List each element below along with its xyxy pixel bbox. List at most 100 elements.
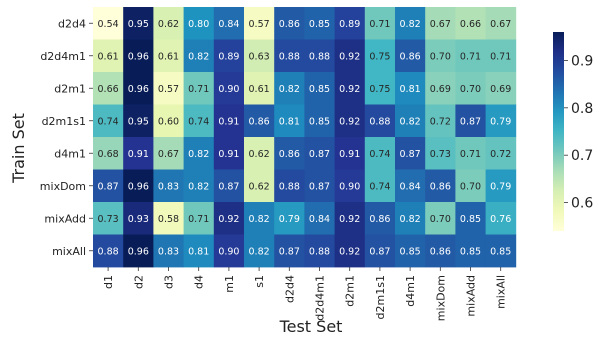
- cell-value-label: 0.87: [218, 181, 239, 192]
- heatmap-cell: [364, 202, 396, 235]
- x-tick-labels: d1 d2 d3 d4 m1 s1 d2d4 d2d4m1 d2m1 d2m1s1 d4m1 mixD…: [102, 267, 508, 321]
- heatmap-cell: [334, 234, 366, 268]
- cell-value-label: 0.67: [158, 149, 179, 160]
- cell-value-label: 0.81: [400, 84, 421, 95]
- cell-value-label: 0.81: [279, 116, 300, 127]
- cell-value-label: 0.71: [460, 51, 481, 62]
- heatmap-cell: [485, 72, 517, 105]
- heatmap-cell: [455, 72, 486, 105]
- heatmap-cell: [244, 234, 275, 268]
- heatmap-cell: [334, 104, 366, 138]
- cell-value-label: 0.92: [339, 214, 360, 225]
- heatmap-cell: [304, 39, 335, 73]
- cell-value-label: 0.70: [460, 181, 481, 192]
- heatmap-cell: [153, 202, 184, 235]
- cell-value-label: 0.88: [309, 246, 330, 257]
- colorbar-tick-label: 0.8: [571, 101, 593, 117]
- heatmap-cell: [274, 39, 305, 73]
- cell-value-label: 0.96: [128, 84, 149, 95]
- heatmap-cell: [425, 137, 456, 170]
- cell-value-label: 0.87: [369, 246, 390, 257]
- cell-value-label: 0.61: [249, 84, 270, 95]
- colorbar: [553, 32, 564, 231]
- heatmap-cell: [213, 169, 245, 203]
- heatmap-cell: [485, 202, 517, 235]
- heatmap-cell: [244, 72, 275, 105]
- heatmap-cell: [244, 39, 275, 73]
- heatmap-cell: [485, 104, 517, 138]
- cell-value-label: 0.86: [400, 51, 421, 62]
- cell-value-label: 0.86: [279, 149, 300, 160]
- heatmap-cell: [183, 72, 215, 105]
- cell-value-label: 0.87: [98, 181, 119, 192]
- cell-value-label: 0.82: [279, 84, 300, 95]
- cell-value-label: 0.86: [430, 181, 451, 192]
- cell-value-label: 0.92: [339, 84, 360, 95]
- x-tick-label: mixAll: [495, 275, 508, 309]
- cell-value-label: 0.88: [279, 51, 300, 62]
- cell-value-label: 0.87: [309, 149, 330, 160]
- heatmap-cell: [395, 169, 426, 203]
- heatmap-cell: [213, 202, 245, 235]
- cell-value-label: 0.74: [188, 116, 209, 127]
- cell-value-label: 0.70: [460, 84, 481, 95]
- y-tick-label: d4m1: [54, 147, 86, 160]
- x-tick-label: d2d4: [283, 275, 296, 303]
- cell-value-label: 0.74: [369, 149, 390, 160]
- cell-value-label: 0.71: [188, 84, 209, 95]
- cell-value-label: 0.91: [128, 149, 149, 160]
- cell-value-label: 0.96: [128, 246, 149, 257]
- heatmap-cell: [274, 202, 305, 235]
- heatmap-cell: [425, 169, 456, 203]
- cell-value-label: 0.82: [400, 19, 421, 30]
- heatmap-cell: [183, 169, 215, 203]
- cell-value-label: 0.85: [400, 246, 421, 257]
- heatmap-cell: [425, 234, 456, 268]
- heatmap-cell: [123, 72, 154, 105]
- y-axis-title: Train Set: [9, 113, 28, 184]
- x-axis-title: Test Set: [279, 317, 343, 336]
- cell-value-label: 0.91: [218, 116, 239, 127]
- cell-value-label: 0.96: [128, 181, 149, 192]
- cell-value-label: 0.62: [249, 149, 270, 160]
- heatmap-cell: [123, 104, 154, 138]
- heatmap-cell: [395, 39, 426, 73]
- heatmap-cell: [485, 137, 517, 170]
- cell-value-label: 0.83: [158, 246, 179, 257]
- heatmap-cell: [244, 7, 275, 40]
- heatmap-cell: [364, 169, 396, 203]
- heatmap-cell: [183, 39, 215, 73]
- heatmap-cell: [485, 7, 517, 40]
- cell-value-label: 0.71: [460, 149, 481, 160]
- cell-value-label: 0.84: [400, 181, 421, 192]
- cell-value-label: 0.82: [400, 214, 421, 225]
- heatmap-cell: [425, 72, 456, 105]
- heatmap-cell: [455, 169, 486, 203]
- heatmap-cell: [485, 169, 517, 203]
- heatmap-cell: [334, 137, 366, 170]
- cell-value-label: 0.90: [218, 84, 239, 95]
- cell-value-label: 0.86: [279, 19, 300, 30]
- heatmap-cell: [425, 202, 456, 235]
- cell-value-label: 0.66: [460, 19, 481, 30]
- cell-value-label: 0.69: [430, 84, 451, 95]
- cell-value-label: 0.92: [339, 51, 360, 62]
- cell-value-label: 0.75: [369, 51, 390, 62]
- heatmap-cell: [244, 169, 275, 203]
- cell-value-label: 0.80: [188, 19, 209, 30]
- cell-value-label: 0.84: [309, 214, 330, 225]
- heatmap-cell: [183, 234, 215, 268]
- heatmap-cell: [455, 7, 486, 40]
- heatmap-cell: [455, 137, 486, 170]
- heatmap-cell: [334, 202, 366, 235]
- heatmap-cell: [213, 72, 245, 105]
- x-tick-label: d4: [193, 275, 206, 289]
- heatmap-cell: [304, 104, 335, 138]
- cell-value-label: 0.96: [128, 51, 149, 62]
- heatmap-cell: [93, 169, 124, 203]
- x-tick-label: mixAdd: [465, 275, 478, 317]
- heatmap-cell: [485, 39, 517, 73]
- y-tick-label: d2m1: [54, 82, 86, 95]
- heatmap-cell: [244, 104, 275, 138]
- heatmap-cell: [213, 7, 245, 40]
